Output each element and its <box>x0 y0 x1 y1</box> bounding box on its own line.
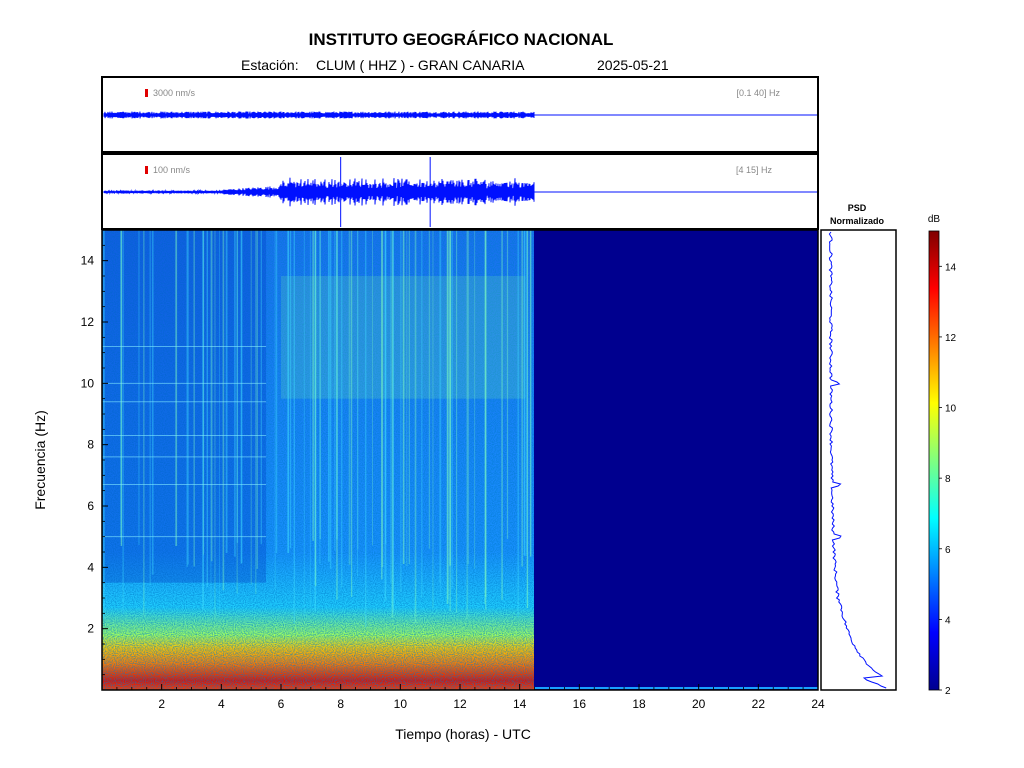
x-tick-label: 2 <box>158 697 165 711</box>
colorbar-tick-label: 10 <box>945 404 957 415</box>
x-tick-label: 18 <box>632 697 646 711</box>
colorbar-tick-label: 14 <box>945 262 957 273</box>
psd-label-line1: PSD <box>848 203 867 213</box>
x-tick-label: 10 <box>394 697 408 711</box>
daytime-energy-band <box>281 276 526 399</box>
scale-marker-1 <box>145 89 148 97</box>
band-label-2: [4 15] Hz <box>736 165 773 175</box>
psd-frame <box>820 229 897 691</box>
x-axis-label: Tiempo (horas) - UTC <box>395 726 531 742</box>
quiet-region <box>102 230 267 583</box>
station-prefix: Estación: <box>241 57 299 73</box>
y-tick-label: 10 <box>81 376 95 390</box>
x-tick-label: 22 <box>752 697 766 711</box>
scale-label-1: 3000 nm/s <box>153 88 196 98</box>
spectrogram-speckle <box>102 230 534 690</box>
colorbar: dB 2 4 6 8 10 12 14 <box>928 214 957 697</box>
y-tick-label: 6 <box>87 499 94 513</box>
colorbar-tick-label: 6 <box>945 545 951 556</box>
y-axis-label: Frecuencia (Hz) <box>32 410 48 510</box>
colorbar-tick-label: 12 <box>945 333 957 344</box>
x-tick-label: 20 <box>692 697 706 711</box>
colorbar-ticks: 2 4 6 8 10 12 14 <box>939 262 957 697</box>
y-tick-label: 4 <box>87 560 94 574</box>
scale-marker-2 <box>145 166 148 174</box>
y-tick-label: 2 <box>87 622 94 636</box>
trace-panel-broadband: 3000 nm/s [0.1 40] Hz <box>101 76 819 153</box>
colorbar-tick-label: 4 <box>945 615 951 626</box>
x-tick-label: 16 <box>573 697 587 711</box>
psd-panel: PSD Normalizado <box>820 203 897 691</box>
seismic-trace-1 <box>103 111 535 119</box>
psd-curve <box>828 231 887 689</box>
date-label: 2025-05-21 <box>597 57 669 73</box>
scale-label-2: 100 nm/s <box>153 165 191 175</box>
band-label-1: [0.1 40] Hz <box>736 88 780 98</box>
psd-label-line2: Normalizado <box>830 216 885 226</box>
station-name: CLUM ( HHZ ) - GRAN CANARIA <box>316 57 525 73</box>
x-tick-label: 4 <box>218 697 225 711</box>
x-axis-ticks: 2 4 6 8 10 12 14 16 18 20 22 24 <box>116 684 825 711</box>
colorbar-unit: dB <box>928 214 941 225</box>
x-tick-label: 24 <box>811 697 825 711</box>
colorbar-tick-label: 2 <box>945 686 951 697</box>
y-tick-label: 12 <box>81 315 95 329</box>
spectrogram-nodata-area <box>534 230 818 690</box>
spectrogram-features <box>102 230 532 628</box>
figure-title: INSTITUTO GEOGRÁFICO NACIONAL <box>309 30 614 49</box>
colorbar-tick-label: 8 <box>945 474 951 485</box>
trace-panel-filtered: 100 nm/s [4 15] Hz <box>101 153 819 230</box>
x-tick-label: 14 <box>513 697 527 711</box>
x-tick-label: 6 <box>278 697 285 711</box>
x-tick-label: 8 <box>337 697 344 711</box>
x-tick-label: 12 <box>453 697 467 711</box>
seismic-trace-2 <box>103 157 535 227</box>
y-tick-label: 8 <box>87 438 94 452</box>
y-tick-label: 14 <box>81 254 95 268</box>
y-axis-ticks: 2 4 6 8 10 12 14 <box>81 244 108 676</box>
colorbar-gradient <box>928 230 940 691</box>
